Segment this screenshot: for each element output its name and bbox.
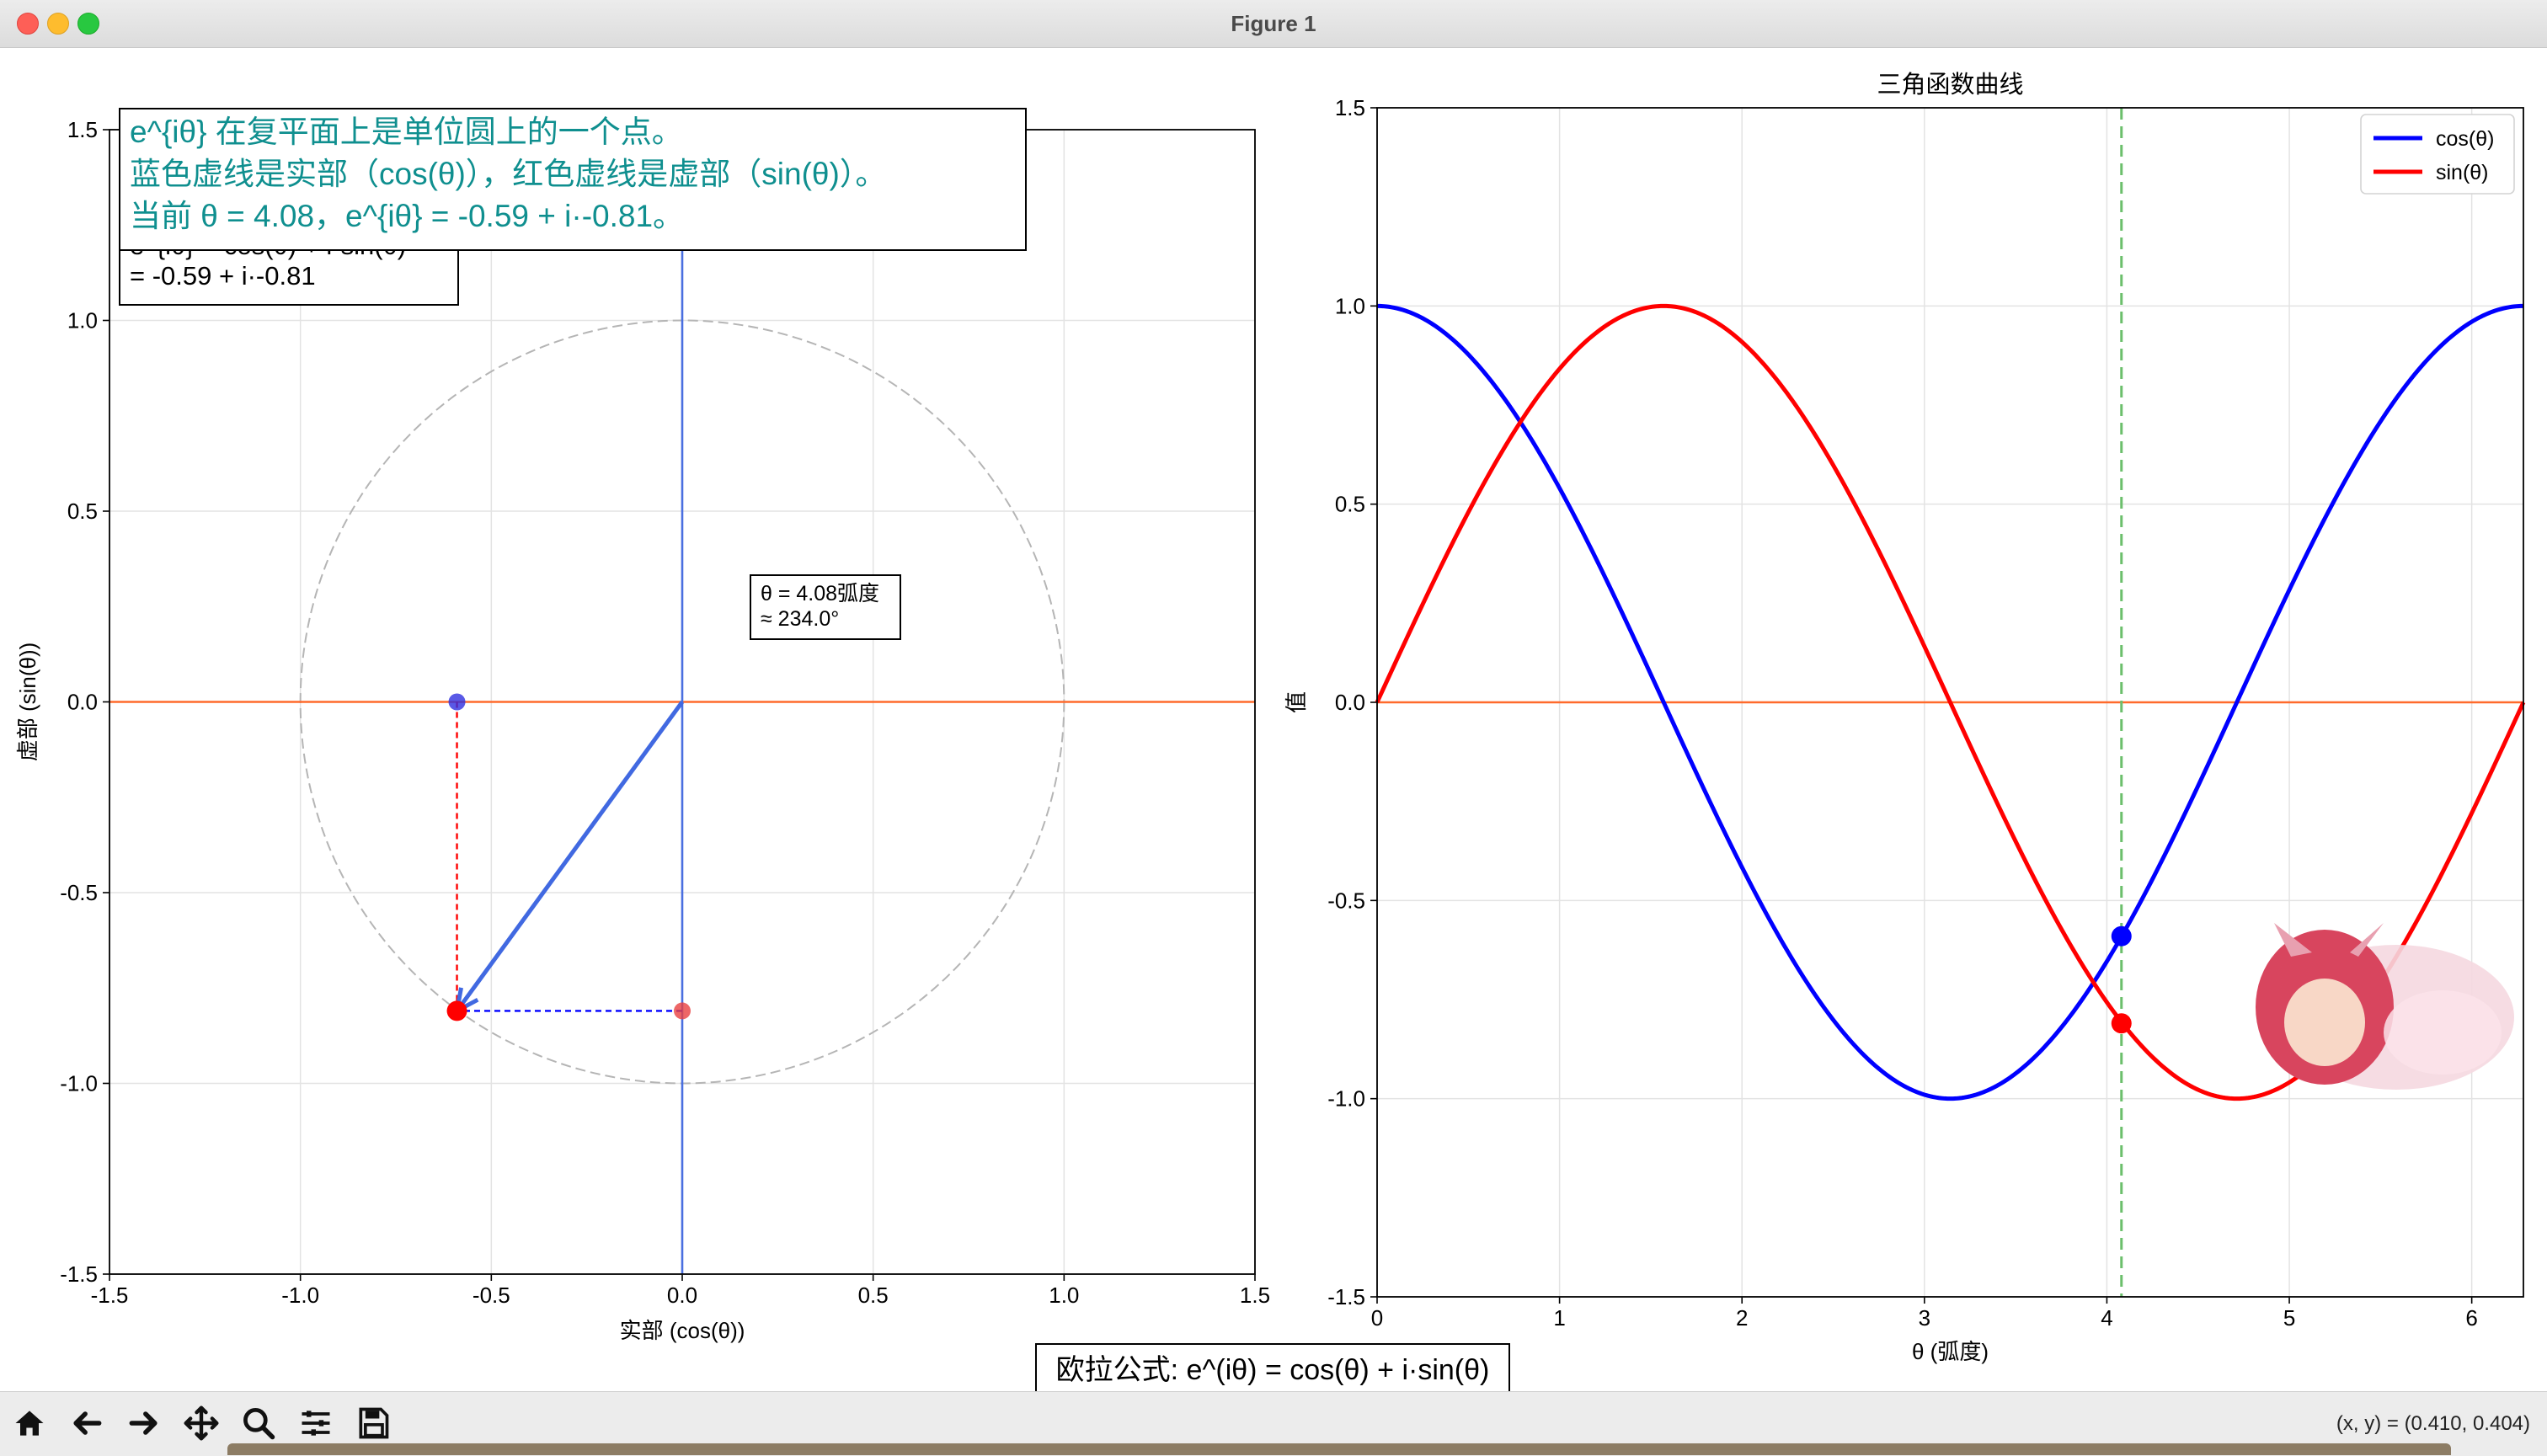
- explanation-line: 蓝色虚线是实部（cos(θ)），红色虚线是虚部（sin(θ)）。: [130, 157, 886, 191]
- x-tick-label: 0.0: [667, 1283, 697, 1308]
- window-title: Figure 1: [1231, 11, 1316, 36]
- x-axis-label: θ (弧度): [1912, 1339, 1989, 1364]
- zoom-button[interactable]: [236, 1400, 281, 1446]
- x-tick-label: 5: [2283, 1305, 2295, 1331]
- sticker-ears: [2274, 923, 2384, 957]
- cos-curve: [1376, 303, 2524, 1101]
- y-axis-label: 虚部 (sin(θ)): [15, 643, 40, 762]
- y-tick-label: -1.0: [60, 1071, 98, 1096]
- explanation-line: 当前 θ = 4.08，e^{iθ} = -0.59 + i·-0.81。: [130, 199, 684, 233]
- forward-icon: [129, 1411, 158, 1435]
- x-tick-label: -1.0: [281, 1283, 319, 1308]
- y-tick-label: 1.0: [1335, 293, 1365, 318]
- x-tick-label: 1: [1553, 1305, 1565, 1331]
- trig-curves-axes: 0 1 2 3 4 5 6 -1.5 -1.0 -0.5 0.0 0.5 1.0 1.5 cos(θ) sin…: [1284, 71, 2526, 1364]
- cursor-coordinate-readout: (x, y) = (0.410, 0.404): [2336, 1412, 2530, 1435]
- y-tick-label: 1.5: [1335, 95, 1365, 120]
- axes-frame: [1376, 107, 2524, 1298]
- euler-formula-text: 欧拉公式: e^(iθ) = cos(θ) + i·sin(θ): [1056, 1354, 1490, 1386]
- sticker-glow: [2384, 990, 2502, 1075]
- zoom-icon: [243, 1408, 275, 1440]
- window-bottom-edge: [227, 1443, 2451, 1455]
- forward-button[interactable]: [121, 1400, 167, 1446]
- back-button[interactable]: [64, 1400, 109, 1446]
- y-tick-label: 1.0: [67, 308, 98, 333]
- chart-title: 三角函数曲线: [1877, 71, 2023, 99]
- y-tick-label: 1.5: [67, 117, 98, 142]
- angle-annotation-line: θ = 4.08弧度: [761, 582, 879, 605]
- minimize-window-button[interactable]: [47, 13, 69, 35]
- formula-annotation-line: = -0.59 + i·-0.81: [130, 261, 316, 291]
- sin-marker-point: [2111, 1013, 2132, 1034]
- character-sticker-image: [2256, 923, 2514, 1090]
- close-window-button[interactable]: [17, 13, 39, 35]
- maximize-window-button[interactable]: [77, 13, 99, 35]
- x-axis-label: 实部 (cos(θ)): [620, 1318, 745, 1343]
- explanation-line: e^{iθ} 在复平面上是单位圆上的一个点。: [130, 115, 683, 149]
- y-tick-label: -1.0: [1327, 1086, 1365, 1112]
- window-titlebar: Figure 1: [0, 0, 2547, 48]
- euler-point: [446, 1000, 467, 1021]
- x-tick-label: 0: [1371, 1305, 1383, 1331]
- x-tick-label: 6: [2465, 1305, 2477, 1331]
- x-tick-label: 4: [2101, 1305, 2112, 1331]
- y-axis-label: 值: [1284, 691, 1309, 713]
- save-icon: [359, 1407, 389, 1439]
- home-button[interactable]: [7, 1400, 52, 1446]
- y-tick-label: 0.0: [1335, 690, 1365, 715]
- pan-button[interactable]: [179, 1400, 224, 1446]
- back-icon: [73, 1411, 102, 1435]
- complex-plane-axes: -1.5 -1.0 -0.5 0.0 0.5 1.0 1.5 -1.5 -1.0 -0.5 0.0 0…: [15, 108, 1270, 1343]
- y-tick-label: -1.5: [60, 1261, 98, 1287]
- save-button[interactable]: [350, 1400, 396, 1446]
- figure-canvas: -1.5 -1.0 -0.5 0.0 0.5 1.0 1.5-1.5-1.0-0.50.00…: [15, 71, 2526, 1391]
- legend-label: sin(θ): [2436, 161, 2489, 184]
- x-tick-label: 3: [1919, 1305, 1930, 1331]
- euler-formula-box: [1035, 1343, 1510, 1391]
- y-tick-label: 0.0: [67, 690, 98, 715]
- angle-annotation-line: ≈ 234.0°: [761, 607, 839, 631]
- suptitle-layer: 欧拉公式: e^(iθ) = cos(θ) + i·sin(θ): [1035, 1343, 1510, 1391]
- x-tick-label: 0.5: [858, 1283, 889, 1308]
- cos-marker-point: [2111, 925, 2132, 947]
- x-tick-label: -0.5: [473, 1283, 510, 1308]
- real-part-point: [448, 693, 466, 711]
- x-tick-label: 1.0: [1049, 1283, 1079, 1308]
- sticker-face: [2284, 979, 2365, 1066]
- home-icon: [15, 1411, 44, 1436]
- y-tick-label: 0.5: [67, 499, 98, 524]
- imag-part-point: [674, 1002, 691, 1020]
- y-tick-label: 0.5: [1335, 492, 1365, 517]
- legend-label: cos(θ): [2436, 127, 2494, 151]
- y-tick-label: -0.5: [60, 880, 98, 905]
- x-tick-label: 2: [1736, 1305, 1748, 1331]
- explanation-box: [119, 108, 1027, 251]
- y-tick-label: -0.5: [1327, 888, 1365, 913]
- x-tick-label: 1.5: [1240, 1283, 1270, 1308]
- configure-subplots-button[interactable]: [293, 1400, 339, 1446]
- configure-icon: [302, 1411, 330, 1436]
- x-tick-label: -1.5: [91, 1283, 129, 1308]
- legend: cos(θ) sin(θ): [2360, 114, 2515, 195]
- euler-vector-arrow: [455, 701, 685, 1012]
- y-tick-label: -1.5: [1327, 1284, 1365, 1309]
- pan-icon: [184, 1405, 219, 1441]
- angle-annotation-box: [750, 574, 901, 640]
